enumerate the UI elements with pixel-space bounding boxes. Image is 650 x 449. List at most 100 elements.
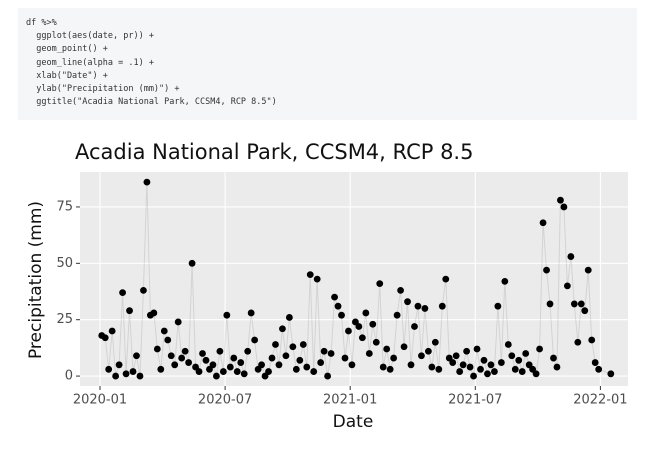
point [167,352,175,360]
code-line: xlab("Date") + [26,70,108,81]
point [588,336,596,344]
point [160,327,168,335]
point [178,354,186,362]
point [414,302,422,310]
point [126,307,133,315]
point [289,343,297,351]
point [411,323,418,330]
point [320,347,328,355]
point [213,372,220,380]
point [421,305,429,312]
point [473,345,481,353]
point [435,365,443,373]
point [338,311,345,319]
point [463,347,471,355]
point [279,325,286,333]
point [112,372,120,380]
point [153,345,161,353]
point [223,311,231,319]
point [233,368,241,375]
point [518,368,526,375]
point [362,309,370,317]
point [219,368,227,375]
point [122,370,130,378]
point [400,343,408,351]
code-line: ylab("Precipitation (mm)") + [26,84,180,94]
point [550,354,557,362]
point [181,347,189,355]
x-tick-label: 2020-07 [198,393,252,408]
point [216,347,224,355]
point [369,320,377,328]
point [515,356,523,364]
point [171,361,179,369]
point [195,368,203,375]
y-tick-label: 25 [56,312,73,327]
point [306,271,314,279]
point [452,352,460,360]
code-line: df %>% [26,18,57,28]
point [303,363,311,371]
point [140,286,147,294]
point [563,282,571,290]
point [591,359,599,366]
point [345,327,352,335]
point [285,314,293,321]
point [133,352,140,360]
point [386,365,394,373]
point [188,259,196,267]
point [470,372,477,380]
point [424,347,432,355]
point [480,356,488,364]
point [477,365,484,373]
point [484,370,491,378]
point [365,350,373,357]
point [577,300,585,308]
point [536,345,543,353]
point [202,356,210,364]
code-block: df %>% ggplot(aes(date, pr)) + geom_poin… [18,8,637,120]
point [418,352,425,360]
point [299,341,307,348]
point [494,302,502,310]
point [511,365,519,373]
code-line: geom_point() + [26,44,108,55]
point [449,359,457,366]
point [313,275,321,283]
point [508,352,516,360]
point [324,372,332,380]
point [522,350,530,357]
point [355,323,363,330]
point [247,309,255,317]
point [310,368,318,375]
point [459,361,467,369]
x-axis-title: Date [333,412,374,432]
y-axis-title: Precipitation (mm) [26,201,46,359]
point [341,354,349,362]
point [317,359,325,366]
point [268,354,276,362]
point [240,370,248,378]
point [157,365,165,373]
chart-title: Acadia National Park, CCSM4, RCP 8.5 [75,140,473,164]
point [331,293,338,301]
point [265,368,272,375]
point [376,280,384,288]
point [251,336,259,344]
point [487,361,495,369]
point [358,334,366,342]
x-tick-label: 2021-07 [448,393,502,408]
code-line: ggtitle("Acadia National Park, CCSM4, RC… [26,97,277,108]
point [607,370,615,378]
point [404,298,411,306]
point [272,341,279,348]
point [348,361,356,369]
point [101,334,109,342]
point [581,307,589,315]
point [557,196,564,204]
point [115,361,123,369]
point [501,277,509,285]
point [296,356,304,364]
